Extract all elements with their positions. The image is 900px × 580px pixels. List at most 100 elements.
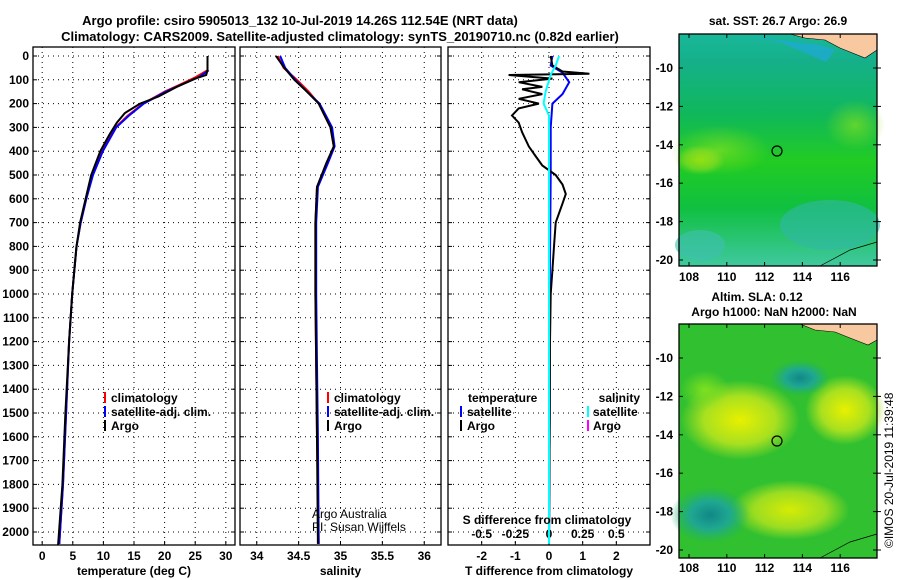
legend-swatch-s-satellite bbox=[587, 406, 589, 417]
secondary-axis-label: S difference from climatology bbox=[463, 513, 632, 527]
x-axis-label: salinity bbox=[320, 564, 362, 578]
annotation-line-1: Argo Australia bbox=[312, 507, 387, 521]
x-tick-label: 10 bbox=[97, 549, 111, 563]
temperature-legend: climatology satellite-adj. clim. Argo bbox=[104, 391, 211, 433]
sla-map-title: Altim. SLA: 0.12 bbox=[711, 290, 803, 304]
panel-salinity: 34 34.5 35 35.5 36 salinity bbox=[239, 46, 442, 578]
sst-map-title: sat. SST: 26.7 Argo: 26.9 bbox=[709, 14, 848, 28]
y-tick-label: 1900 bbox=[2, 501, 29, 515]
lon-tick-label: 116 bbox=[831, 270, 851, 284]
legend-swatch-climatology bbox=[327, 392, 329, 403]
lon-tick-label: 110 bbox=[717, 270, 737, 284]
y-tick-label: 1400 bbox=[2, 382, 29, 396]
legend-label: satellite bbox=[467, 405, 512, 419]
legend-label: satellite bbox=[593, 405, 638, 419]
map-axes: -10 -12 -14 -16 -18 -20 108 110 112 114 116 -10 -12 -… bbox=[656, 34, 881, 575]
lat-tick-label: -20 bbox=[656, 253, 674, 267]
lat-tick-label: -20 bbox=[656, 543, 674, 557]
y-tick-label: 0 bbox=[22, 49, 29, 63]
legend-label: Argo bbox=[334, 419, 362, 433]
lon-tick-label: 112 bbox=[755, 270, 775, 284]
annotation-line-2: PI: Susan Wijffels bbox=[312, 520, 406, 534]
series-line-argo bbox=[57, 56, 209, 546]
sla-map: Altim. SLA: 0.12 Argo h1000: NaN h2000: … bbox=[670, 290, 885, 559]
sla-map-subtitle: Argo h1000: NaN h2000: NaN bbox=[691, 305, 856, 319]
lat-tick-label: -18 bbox=[656, 215, 674, 229]
legend-label: climatology bbox=[111, 391, 178, 405]
secondary-x-tick-label: -0.5 bbox=[471, 527, 492, 541]
lat-tick-label: -18 bbox=[656, 505, 674, 519]
y-tick-label: 500 bbox=[9, 168, 29, 182]
plot-frame bbox=[32, 46, 236, 546]
legend-swatch-satellite bbox=[104, 406, 106, 417]
lat-tick-label: -14 bbox=[656, 138, 674, 152]
secondary-x-tick-label: 0.25 bbox=[571, 527, 595, 541]
lat-tick-label: -10 bbox=[656, 351, 674, 365]
series-line-s-satellite bbox=[542, 55, 561, 544]
legend-label: Argo bbox=[593, 419, 621, 433]
legend-swatch-climatology bbox=[104, 392, 106, 403]
x-tick-label: 15 bbox=[127, 549, 141, 563]
series-line-climatology bbox=[276, 55, 335, 544]
y-tick-label: 2000 bbox=[2, 525, 29, 539]
secondary-x-tick-label: 0.5 bbox=[608, 527, 625, 541]
difference-legend: temperature satellite Argo salinity sate… bbox=[460, 391, 640, 527]
legend-title-salinity: salinity bbox=[599, 391, 641, 405]
lon-tick-label: 114 bbox=[793, 561, 813, 575]
legend-swatch-t-satellite bbox=[460, 406, 462, 417]
lon-tick-label: 112 bbox=[755, 561, 775, 575]
series-line-climatology bbox=[58, 69, 208, 544]
y-tick-label: 800 bbox=[9, 239, 29, 253]
x-tick-label: 2 bbox=[613, 549, 620, 563]
x-tick-label: 5 bbox=[69, 549, 76, 563]
x-tick-label: 20 bbox=[158, 549, 172, 563]
legend-swatch-argo bbox=[327, 420, 329, 431]
panel-difference: -2 -1 0 1 2-0.5 -0.25 0 0.25 0.5T difference fro… bbox=[447, 46, 651, 578]
series-line-argo bbox=[275, 55, 335, 544]
x-tick-label: 35 bbox=[334, 549, 348, 563]
y-tick-label: 400 bbox=[9, 144, 29, 158]
lon-tick-label: 110 bbox=[717, 561, 737, 575]
legend-label: climatology bbox=[334, 391, 401, 405]
series-line-t-satellite bbox=[548, 55, 571, 544]
y-tick-label: 1100 bbox=[3, 311, 29, 325]
y-tick-label: 1800 bbox=[2, 477, 29, 491]
x-tick-label: 35.5 bbox=[371, 549, 395, 563]
x-tick-label: 36 bbox=[418, 549, 432, 563]
y-tick-label: 200 bbox=[9, 97, 29, 111]
series-line-t-argo bbox=[508, 55, 590, 544]
panel-temperature: 0100200300400500600700800900100011001200… bbox=[2, 46, 236, 578]
legend-label: satellite-adj. clim. bbox=[334, 405, 434, 419]
x-tick-label: 0 bbox=[39, 549, 46, 563]
lat-tick-label: -10 bbox=[656, 61, 674, 75]
legend-label: Argo bbox=[111, 419, 139, 433]
lat-tick-label: -16 bbox=[656, 466, 674, 480]
title-line-2: Climatology: CARS2009. Satellite-adjuste… bbox=[61, 29, 619, 44]
x-tick-label: 34 bbox=[250, 549, 264, 563]
title-line-1: Argo profile: csiro 5905013_132 10-Jul-2… bbox=[82, 13, 518, 28]
y-tick-label: 1600 bbox=[2, 430, 29, 444]
lat-tick-label: -14 bbox=[656, 428, 674, 442]
series-line-satellite-adj-clim- bbox=[279, 55, 336, 544]
x-tick-label: 30 bbox=[219, 549, 233, 563]
profile-panels: 0100200300400500600700800900100011001200… bbox=[2, 46, 651, 578]
lon-tick-label: 108 bbox=[679, 270, 699, 284]
y-tick-label: 1500 bbox=[2, 406, 29, 420]
argo-location-marker bbox=[771, 435, 783, 447]
legend-swatch-s-argo bbox=[587, 420, 589, 431]
y-tick-label: 1300 bbox=[2, 358, 29, 372]
y-tick-label: 300 bbox=[9, 120, 29, 134]
lon-tick-label: 116 bbox=[831, 561, 851, 575]
sst-map: sat. SST: 26.7 Argo: 26.9 bbox=[670, 14, 885, 267]
y-tick-label: 700 bbox=[9, 216, 29, 230]
legend-label: satellite-adj. clim. bbox=[111, 405, 211, 419]
lat-tick-label: -12 bbox=[656, 99, 674, 113]
y-tick-label: 600 bbox=[9, 192, 29, 206]
y-tick-label: 1000 bbox=[2, 287, 29, 301]
x-axis-label: T difference from climatology bbox=[465, 564, 633, 578]
plot-frame bbox=[447, 46, 651, 546]
x-tick-label: 0 bbox=[546, 549, 553, 563]
x-tick-label: -2 bbox=[476, 549, 487, 563]
legend-title-temperature: temperature bbox=[468, 391, 538, 405]
